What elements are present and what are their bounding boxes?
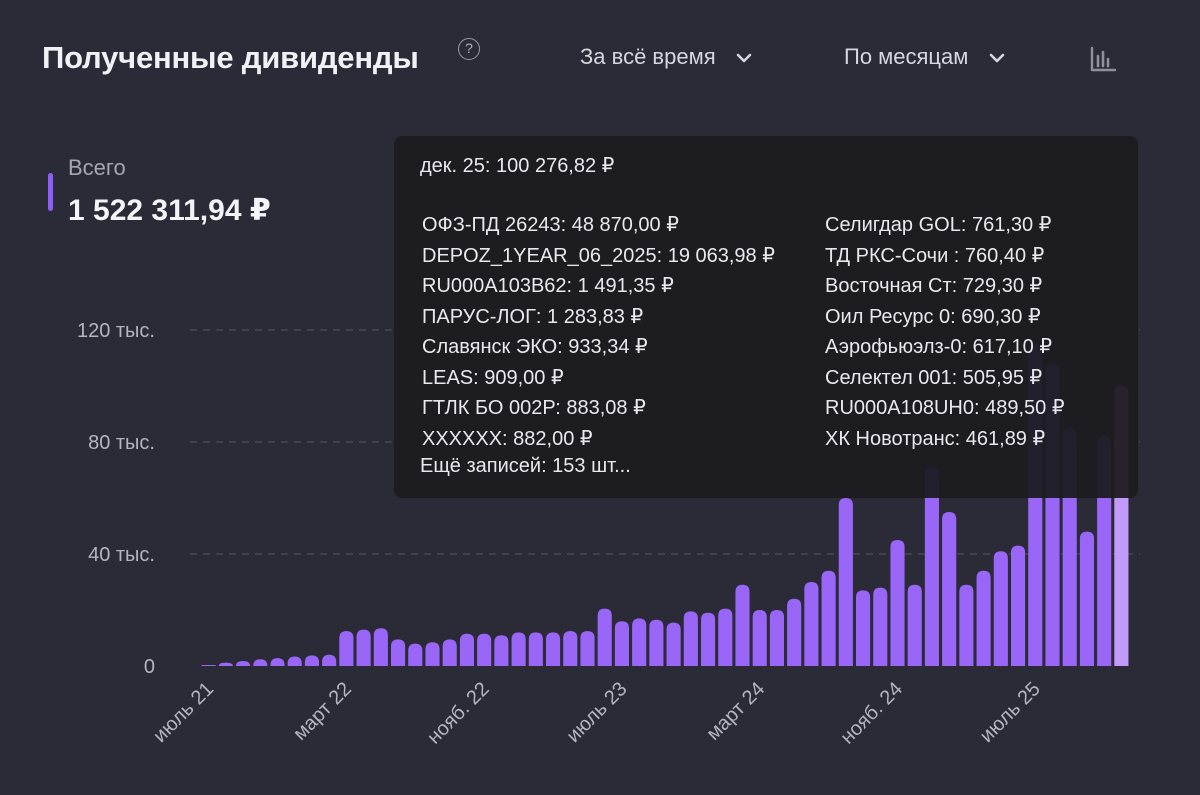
bar[interactable] xyxy=(408,643,423,666)
bar[interactable] xyxy=(511,632,526,666)
bar[interactable] xyxy=(959,584,974,666)
bar[interactable] xyxy=(563,631,578,666)
bar-chart-icon[interactable] xyxy=(1088,44,1118,74)
bar[interactable] xyxy=(1079,531,1095,666)
bar[interactable] xyxy=(528,632,543,666)
bar[interactable] xyxy=(1010,545,1026,666)
bar[interactable] xyxy=(769,610,785,666)
bar[interactable] xyxy=(235,660,251,666)
bar[interactable] xyxy=(924,467,940,666)
tooltip-header: дек. 25: 100 276,82 ₽ xyxy=(420,155,615,177)
tooltip-item: Селектел 001: 505,95 ₽ xyxy=(825,366,1043,389)
tooltip-item: Оил Ресурс 0: 690,30 ₽ xyxy=(825,305,1041,328)
x-tick-label: июль 25 xyxy=(976,678,1045,747)
tooltip-item: XXXXXX: 882,00 ₽ xyxy=(422,427,593,450)
header: Полученные дивиденды ? За всё время По м… xyxy=(42,36,1158,84)
bar[interactable] xyxy=(718,608,733,666)
chevron-down-icon xyxy=(736,53,752,63)
tooltip-more-records: Ещё записей: 153 шт... xyxy=(420,455,631,477)
tooltip-item: ХК Новотранс: 461,89 ₽ xyxy=(825,427,1046,450)
tooltip-left-column: ОФЗ-ПД 26243: 48 870,00 ₽ DEPOZ_1YEAR_06… xyxy=(422,210,775,454)
bar[interactable] xyxy=(907,584,922,666)
bar[interactable] xyxy=(442,639,457,666)
y-tick-label: 120 тыс. xyxy=(77,320,155,342)
bar[interactable] xyxy=(855,590,871,666)
bar[interactable] xyxy=(218,662,233,666)
bar[interactable] xyxy=(666,622,681,666)
grouping-dropdown[interactable]: По месяцам xyxy=(844,44,1005,70)
x-tick-label: нояб. 22 xyxy=(423,678,494,749)
bar[interactable] xyxy=(873,587,888,666)
bar[interactable] xyxy=(201,665,216,666)
bar[interactable] xyxy=(597,608,612,666)
bar[interactable] xyxy=(253,659,268,666)
chart-tooltip: дек. 25: 100 276,82 ₽ ОФЗ-ПД 26243: 48 8… xyxy=(394,136,1138,498)
bar[interactable] xyxy=(287,656,302,666)
bar[interactable] xyxy=(976,570,991,666)
bar[interactable] xyxy=(700,612,716,666)
y-tick-label: 0 xyxy=(144,656,155,678)
x-tick-label: март 22 xyxy=(289,678,356,745)
bar[interactable] xyxy=(425,642,440,666)
bar[interactable] xyxy=(993,551,1008,666)
bar[interactable] xyxy=(304,655,320,666)
page-title: Полученные дивиденды xyxy=(42,40,419,75)
bar[interactable] xyxy=(545,632,561,666)
x-tick-label: июль 21 xyxy=(149,678,218,747)
bar[interactable] xyxy=(390,639,406,666)
bar[interactable] xyxy=(752,610,767,666)
x-tick-label: июль 23 xyxy=(562,678,631,747)
tooltip-item: Восточная Ст: 729,30 ₽ xyxy=(825,275,1043,297)
bar[interactable] xyxy=(821,570,836,666)
bar[interactable] xyxy=(356,629,371,666)
bar[interactable] xyxy=(735,584,750,666)
period-dropdown[interactable]: За всё время xyxy=(580,44,752,70)
bar[interactable] xyxy=(942,512,957,666)
tooltip-item: Славянск ЭКО: 933,34 ₽ xyxy=(422,336,648,358)
chevron-down-icon xyxy=(989,53,1004,63)
tooltip-item: ОФЗ-ПД 26243: 48 870,00 ₽ xyxy=(422,214,679,236)
bar[interactable] xyxy=(459,633,475,666)
bar[interactable] xyxy=(683,611,698,666)
x-tick-label: нояб. 24 xyxy=(836,678,907,749)
tooltip-item: RU000A108UH0: 489,50 ₽ xyxy=(825,397,1065,419)
bar[interactable] xyxy=(838,498,853,666)
bar[interactable] xyxy=(890,540,905,666)
tooltip-item: Селигдар GOL: 761,30 ₽ xyxy=(825,214,1052,236)
total-value: 1 522 311,94 ₽ xyxy=(68,194,271,227)
tooltip-item: DEPOZ_1YEAR_06_2025: 19 063,98 ₽ xyxy=(422,244,775,267)
bar[interactable] xyxy=(494,635,509,666)
tooltip-item: Аэрофьюэлз-0: 617,10 ₽ xyxy=(825,336,1053,358)
total-label: Всего xyxy=(68,155,126,180)
bar[interactable] xyxy=(373,628,388,666)
tooltip-item: ТД РКС-Сочи : 760,40 ₽ xyxy=(825,244,1045,267)
bar[interactable] xyxy=(787,598,802,666)
tooltip-item: ГТЛК БО 002Р: 883,08 ₽ xyxy=(422,397,646,419)
bar[interactable] xyxy=(339,631,354,666)
period-dropdown-label: За всё время xyxy=(580,44,716,69)
grouping-dropdown-label: По месяцам xyxy=(844,44,969,69)
bar[interactable] xyxy=(322,654,337,666)
bar[interactable] xyxy=(580,631,595,666)
legend-color-marker xyxy=(48,173,53,211)
bar[interactable] xyxy=(270,658,285,666)
tooltip-right-column: Селигдар GOL: 761,30 ₽ ТД РКС-Сочи : 760… xyxy=(825,210,1065,454)
bar[interactable] xyxy=(804,582,819,666)
bar[interactable] xyxy=(649,619,664,666)
help-icon[interactable]: ? xyxy=(458,38,480,60)
y-tick-label: 40 тыс. xyxy=(88,544,155,566)
bar[interactable] xyxy=(477,633,492,666)
tooltip-item: ПАРУС-ЛОГ: 1 283,83 ₽ xyxy=(422,305,644,328)
tooltip-item: LEAS: 909,00 ₽ xyxy=(422,366,564,389)
bar[interactable] xyxy=(632,618,647,666)
y-tick-label: 80 тыс. xyxy=(88,432,155,454)
x-tick-label: март 24 xyxy=(702,678,769,745)
bar[interactable] xyxy=(614,621,630,666)
tooltip-item: RU000A103B62: 1 491,35 ₽ xyxy=(422,275,674,297)
